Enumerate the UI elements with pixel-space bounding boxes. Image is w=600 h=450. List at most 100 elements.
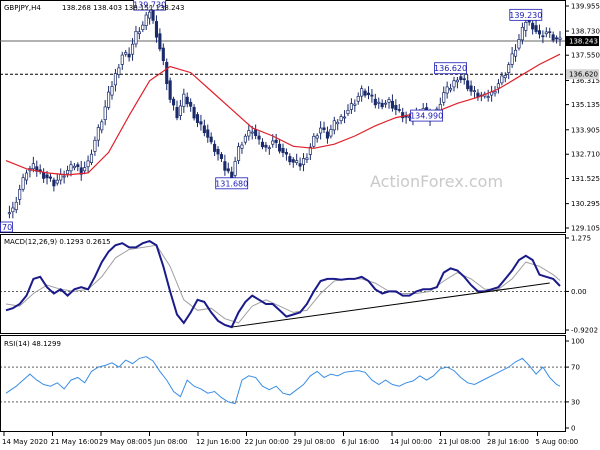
candle-body (182, 93, 186, 107)
candle-body (394, 104, 398, 111)
candle-body (486, 96, 490, 98)
candle-body (14, 201, 18, 211)
candle-body (52, 179, 56, 187)
candle-body (168, 80, 172, 100)
candle-body (130, 43, 135, 55)
macd-signal-line (5, 244, 561, 324)
annotation-box (434, 62, 467, 75)
macd-title: MACD(12,26,9) 0.1293 0.2615 (4, 238, 111, 246)
corner-label-text: 70 (2, 223, 12, 232)
candle-body (541, 35, 545, 38)
candle-body (308, 146, 312, 155)
candle-body (558, 37, 562, 40)
candle-body (21, 177, 25, 190)
candle-body (158, 33, 162, 50)
corner-label-box (0, 221, 13, 233)
price-tick-label: 129.105 (571, 225, 600, 233)
candle-body (322, 127, 326, 130)
candle-body (452, 80, 456, 88)
price-annotation: 139.230 (509, 8, 542, 21)
candle-body (62, 175, 66, 178)
candle-body (373, 98, 377, 106)
candle-body (175, 107, 179, 119)
candle-body (496, 83, 500, 89)
x-tick-label: 14 Jul 00:00 (390, 438, 432, 446)
candle-body (551, 34, 555, 41)
candle-body (291, 159, 295, 163)
candle-body (83, 167, 87, 172)
candle-body (144, 14, 148, 26)
candle-body (233, 161, 237, 176)
candle-body (332, 120, 336, 131)
price-tick-label: 136.315 (571, 77, 600, 85)
candle-body (240, 144, 244, 149)
candle-body (349, 103, 353, 110)
price-annotation: 131.680 (215, 177, 248, 190)
price-tick-label: 133.905 (571, 126, 600, 134)
x-tick-label: 21 May 16:00 (51, 438, 99, 446)
annotation-box (133, 0, 167, 11)
candle-body (55, 179, 59, 184)
candle-body (298, 163, 302, 167)
candle-body (462, 78, 466, 81)
candle-body (346, 109, 350, 114)
candle-body (524, 22, 528, 31)
candle-body (103, 106, 107, 121)
candle-body (76, 164, 80, 168)
watermark: ActionForex.com (370, 172, 503, 191)
price-tick-label: 135.135 (571, 101, 600, 109)
candle-body (353, 103, 357, 106)
rsi-tick-label: 0 (571, 425, 575, 433)
candle-body (69, 164, 73, 172)
candle-body (284, 152, 288, 155)
candle-body (124, 52, 128, 55)
candle-body (24, 172, 29, 181)
price-annotation: 139.730 (133, 0, 167, 11)
candle-body (493, 91, 497, 94)
candle-body (271, 140, 275, 145)
candle-body (213, 143, 217, 152)
annotation-label: 134.990 (410, 112, 443, 121)
candle-body (113, 73, 117, 86)
candle-body (363, 90, 367, 96)
candle-body (59, 174, 63, 181)
price-tick-label: 131.525 (571, 175, 600, 183)
candle-body (469, 85, 473, 92)
candle-body (120, 54, 124, 65)
x-tick-label: 22 Jun 00:00 (245, 438, 289, 446)
candle-body (472, 90, 477, 93)
candle-body (370, 94, 374, 97)
candle-body (202, 125, 206, 134)
candle-body (527, 20, 531, 23)
candle-body (329, 129, 333, 137)
annotation-label: 136.620 (434, 64, 467, 73)
macd-pane-border (0, 234, 566, 334)
rsi-tick-label: 70 (571, 364, 580, 372)
candle-body (274, 139, 278, 143)
x-tick-label: 5 Jun 08:00 (148, 438, 188, 446)
rsi-pane-border (0, 335, 566, 432)
candle-body (206, 129, 210, 138)
x-tick-label: 6 Jul 16:00 (342, 438, 380, 446)
corner-label: 70 (0, 221, 13, 233)
candle-body (192, 107, 196, 119)
level-price-tag (566, 69, 599, 80)
candle-body (513, 49, 518, 57)
candle-body (507, 64, 511, 73)
candle-body (288, 156, 292, 163)
candle-body (185, 96, 189, 105)
candle-body (295, 160, 299, 163)
rsi-line (5, 356, 561, 405)
candle-body (325, 131, 330, 139)
price-pane-border (0, 0, 566, 233)
macd-tick-label: 1.275 (571, 235, 591, 243)
candle-body (267, 147, 271, 150)
candle-body (384, 102, 388, 105)
x-tick-label: 12 Jun 16:00 (196, 438, 240, 446)
candle-body (96, 127, 100, 141)
candle-body (442, 92, 446, 103)
candle-body (544, 31, 548, 35)
candle-body (517, 39, 521, 49)
candle-body (336, 121, 340, 125)
candle-body (127, 53, 131, 58)
